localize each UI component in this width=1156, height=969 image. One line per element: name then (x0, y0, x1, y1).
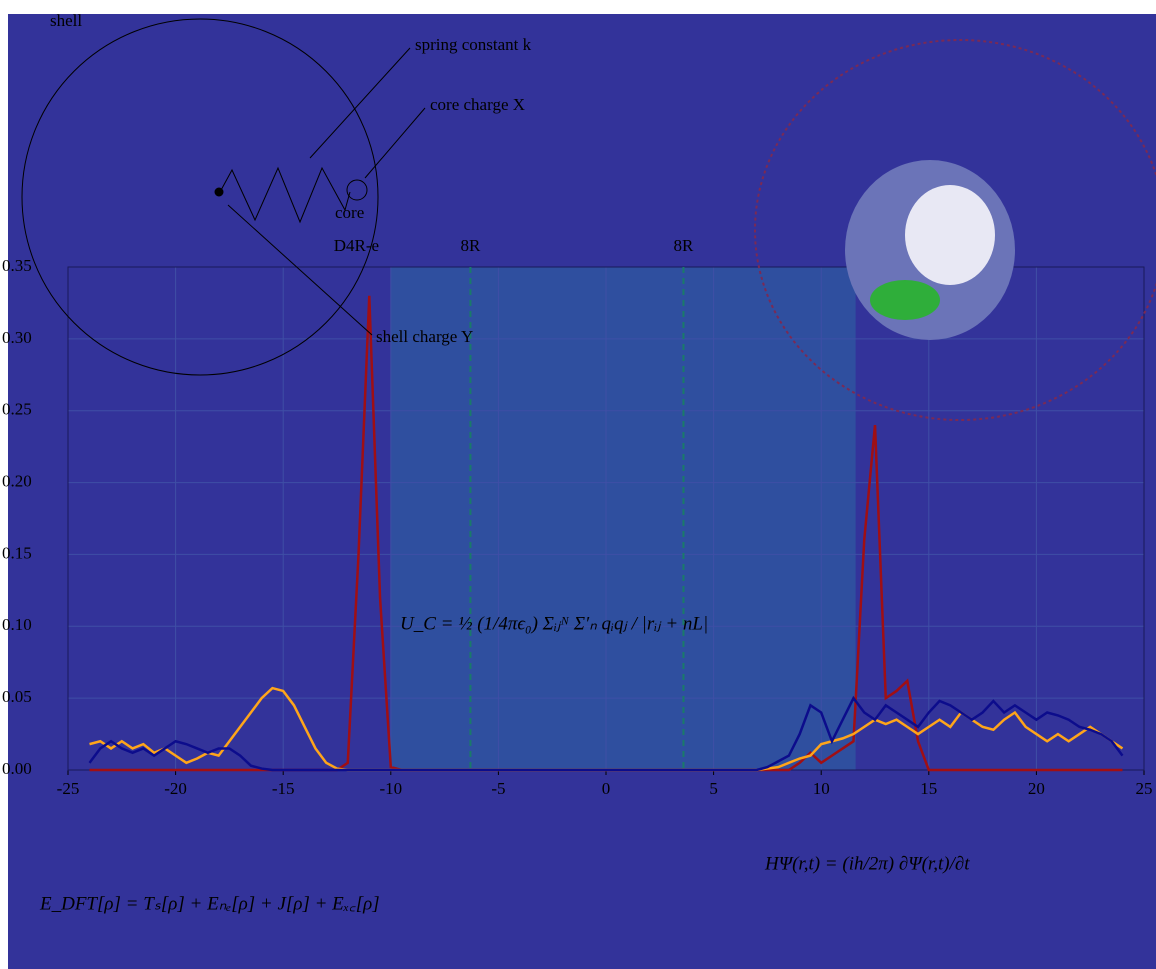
surface-green (870, 280, 940, 320)
x-tick-label: 15 (920, 779, 937, 798)
equation: E_DFT[ρ] = Tₛ[ρ] + Eₙₑ[ρ] + J[ρ] + Eₓ꜀[ρ… (39, 893, 380, 914)
x-tick-label: -15 (272, 779, 295, 798)
shell-dot (215, 188, 223, 196)
y-tick-label: 0.15 (2, 543, 32, 562)
y-tick-label: 0.05 (2, 687, 32, 706)
x-tick-label: -25 (57, 779, 80, 798)
x-tick-label: 25 (1136, 779, 1153, 798)
diagram-label: core charge X (430, 95, 525, 114)
diagram-label: shell charge Y (376, 327, 473, 346)
x-tick-label: -5 (491, 779, 505, 798)
diagram-label: core (335, 203, 364, 222)
figure: 0.00 0.05 0.10 0.15 0.20 0.25 0.30 0.35 -25 -20 -1… (0, 0, 1156, 969)
marker-label: 8R (674, 236, 695, 255)
surface-highlight (905, 185, 995, 285)
y-tick-label: 0.00 (2, 759, 32, 778)
marker-label: 8R (461, 236, 482, 255)
y-tick-label: 0.10 (2, 615, 32, 634)
x-tick-label: 5 (709, 779, 718, 798)
x-tick-label: 0 (602, 779, 611, 798)
y-tick-label: 0.25 (2, 400, 32, 419)
diagram-label: spring constant k (415, 35, 532, 54)
equation: HΨ(r,t) = (ih/2π) ∂Ψ(r,t)/∂t (764, 853, 970, 874)
y-tick-label: 0.30 (2, 328, 32, 347)
x-tick-label: -10 (379, 779, 402, 798)
x-tick-label: 20 (1028, 779, 1045, 798)
equation: U_C = ½ (1/4πϵ₀) Σᵢⱼᴺ Σ′ₙ qᵢqⱼ / |rᵢⱼ + … (400, 613, 708, 634)
annotation: D4R-e (334, 236, 379, 255)
y-tick-label: 0.35 (2, 256, 32, 275)
y-tick-label: 0.20 (2, 471, 32, 490)
diagram-label: shell (50, 11, 82, 30)
x-tick-label: -20 (164, 779, 187, 798)
x-tick-label: 10 (813, 779, 830, 798)
